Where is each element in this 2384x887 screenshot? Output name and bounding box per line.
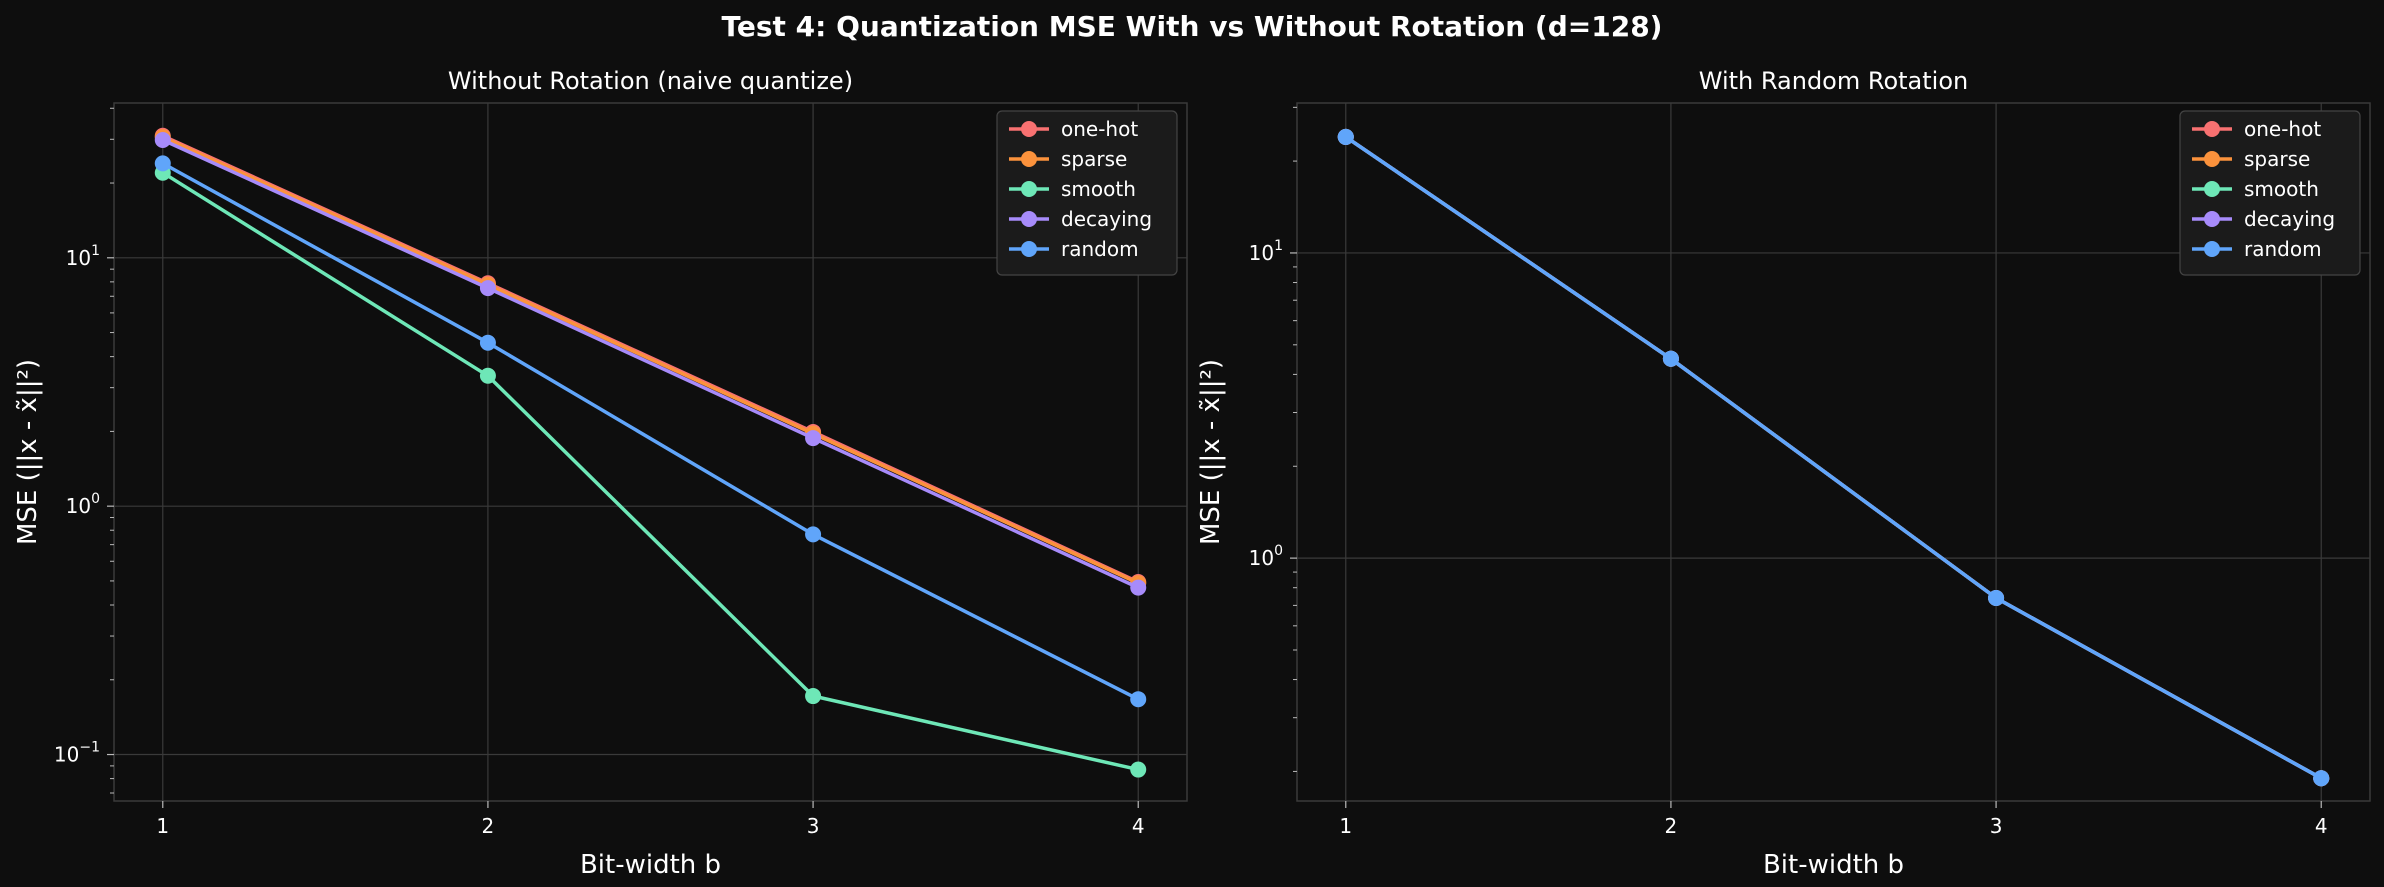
data-point-random bbox=[2313, 770, 2330, 787]
legend-swatch-marker bbox=[1021, 151, 1037, 167]
data-point-decaying bbox=[1130, 579, 1147, 596]
legend-box bbox=[2179, 110, 2361, 276]
data-point-random bbox=[805, 526, 822, 543]
legend-swatch-marker bbox=[2204, 211, 2220, 227]
data-point-random bbox=[154, 155, 171, 172]
x-tick-label: 3 bbox=[1990, 814, 2003, 838]
data-point-random bbox=[1662, 350, 1679, 367]
figure-title: Test 4: Quantization MSE With vs Without… bbox=[722, 10, 1663, 43]
x-tick-label: 4 bbox=[2315, 814, 2328, 838]
legend-label-random: random bbox=[1061, 237, 1139, 261]
data-point-decaying bbox=[805, 430, 822, 447]
x-axis-label: Bit-width b bbox=[580, 850, 721, 880]
x-tick-label: 2 bbox=[1665, 814, 1678, 838]
x-tick-label: 3 bbox=[807, 814, 820, 838]
legend-swatch-marker bbox=[1021, 181, 1037, 197]
y-tick-label: 101 bbox=[1249, 238, 1283, 265]
y-axis-label: MSE (||x - x̃||²) bbox=[1196, 359, 1226, 545]
y-tick-label: 101 bbox=[66, 243, 100, 270]
series-line-random bbox=[161, 161, 1139, 701]
data-point-decaying bbox=[154, 132, 171, 149]
y-tick-label: 100 bbox=[66, 491, 100, 518]
legend-box bbox=[996, 110, 1178, 276]
data-point-random bbox=[1130, 691, 1147, 708]
legend-label-sparse: sparse bbox=[1061, 147, 1127, 171]
data-point-random bbox=[1988, 590, 2005, 607]
axes-frame bbox=[113, 102, 1188, 802]
series-line-smooth bbox=[161, 171, 1139, 772]
data-point-smooth bbox=[479, 367, 496, 384]
legend-label-one-hot: one-hot bbox=[2244, 117, 2321, 141]
legend-label-one-hot: one-hot bbox=[1061, 117, 1138, 141]
legend-label-decaying: decaying bbox=[2244, 207, 2335, 231]
data-point-decaying bbox=[479, 280, 496, 297]
data-point-random bbox=[479, 334, 496, 351]
legend-label-decaying: decaying bbox=[1061, 207, 1152, 231]
x-tick-label: 1 bbox=[156, 814, 169, 838]
x-tick-label: 1 bbox=[1339, 814, 1352, 838]
y-tick-label: 100 bbox=[1249, 543, 1283, 570]
x-axis-label: Bit-width b bbox=[1763, 850, 1904, 880]
legend-swatch-marker bbox=[1021, 121, 1037, 137]
legend-swatch-marker bbox=[2204, 121, 2220, 137]
legend-swatch-marker bbox=[2204, 241, 2220, 257]
left-panel-without-rotation: 1 2 3 4 101 100 10−1 Without Rotation (naive qu… bbox=[13, 67, 1188, 880]
series-line-sparse bbox=[162, 135, 1139, 585]
legend-label-sparse: sparse bbox=[2244, 147, 2310, 171]
data-point-random bbox=[1337, 128, 1354, 145]
x-tick-label: 4 bbox=[1132, 814, 1145, 838]
legend-swatch-marker bbox=[1021, 241, 1037, 257]
data-point-smooth bbox=[1130, 761, 1147, 778]
legend-swatch-marker bbox=[2204, 151, 2220, 167]
legend-label-smooth: smooth bbox=[2244, 177, 2319, 201]
subplot-title: Without Rotation (naive quantize) bbox=[448, 67, 853, 95]
legend-label-smooth: smooth bbox=[1061, 177, 1136, 201]
right-panel-with-rotation: 1 2 3 4 101 100 With Random Rotation Bit-width … bbox=[1196, 67, 2371, 880]
legend-swatch-marker bbox=[1021, 211, 1037, 227]
series-line-random bbox=[1344, 135, 2323, 780]
series-line-decaying bbox=[162, 138, 1139, 590]
legend-swatch-marker bbox=[2204, 181, 2220, 197]
y-axis-label: MSE (||x - x̃||²) bbox=[13, 359, 43, 545]
axes-frame bbox=[1296, 102, 2371, 802]
legend-label-random: random bbox=[2244, 237, 2322, 261]
subplot-title: With Random Rotation bbox=[1699, 67, 1968, 95]
x-tick-label: 2 bbox=[482, 814, 495, 838]
data-point-smooth bbox=[805, 688, 822, 705]
y-tick-label: 10−1 bbox=[54, 740, 100, 767]
